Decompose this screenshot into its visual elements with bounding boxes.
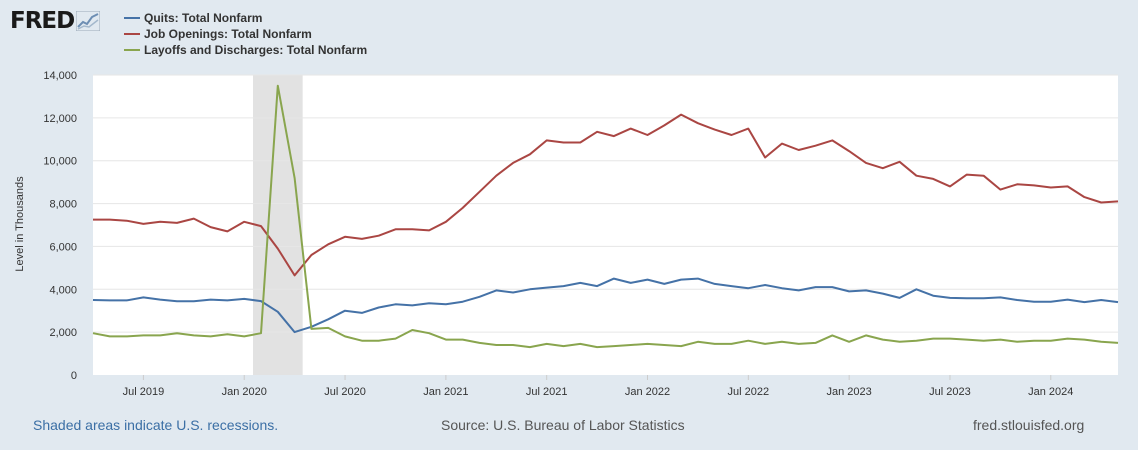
- y-tick-label: 14,000: [43, 70, 77, 82]
- site-url[interactable]: fred.stlouisfed.org: [973, 417, 1085, 433]
- y-tick-label: 10,000: [43, 156, 77, 168]
- recession-note-link[interactable]: Shaded areas indicate U.S. recessions.: [33, 417, 279, 433]
- line-chart-icon: [76, 11, 101, 31]
- legend-item[interactable]: Quits: Total Nonfarm: [124, 10, 367, 26]
- x-tick-label: Jan 2020: [222, 386, 267, 398]
- y-tick-label: 4,000: [49, 284, 77, 296]
- series-line-2[interactable]: [92, 84, 1119, 349]
- chart-legend: Quits: Total Nonfarm Job Openings: Total…: [124, 10, 367, 58]
- legend-swatch-layoffs: [124, 49, 140, 51]
- legend-swatch-job-openings: [124, 33, 140, 35]
- fred-logo[interactable]: FRED: [10, 6, 101, 36]
- legend-swatch-quits: [124, 17, 140, 19]
- x-tick-label: Jan 2023: [827, 386, 872, 398]
- legend-item[interactable]: Layoffs and Discharges: Total Nonfarm: [124, 42, 367, 58]
- x-tick-label: Jul 2019: [123, 386, 165, 398]
- y-tick-label: 6,000: [49, 241, 77, 253]
- y-tick-label: 8,000: [49, 199, 77, 211]
- legend-label: Layoffs and Discharges: Total Nonfarm: [144, 43, 368, 57]
- plot-area: [93, 75, 1118, 375]
- series-line-1[interactable]: [93, 113, 1119, 277]
- y-tick-label: 12,000: [43, 113, 77, 125]
- y-tick-label: 0: [71, 370, 77, 382]
- legend-item[interactable]: Job Openings: Total Nonfarm: [124, 26, 367, 42]
- x-tick-label: Jan 2022: [625, 386, 670, 398]
- x-tick-label: Jan 2021: [423, 386, 468, 398]
- legend-label: Job Openings: Total Nonfarm: [144, 27, 312, 41]
- x-tick-label: Jul 2021: [526, 386, 568, 398]
- x-tick-label: Jul 2023: [929, 386, 971, 398]
- y-tick-label: 2,000: [49, 327, 77, 339]
- x-tick-label: Jul 2022: [728, 386, 770, 398]
- source-note: Source: U.S. Bureau of Labor Statistics: [441, 417, 685, 433]
- y-axis-title: Level in Thousands: [14, 176, 26, 272]
- line-chart: 02,0004,0006,0008,00010,00012,00014,000 …: [14, 70, 1119, 398]
- x-tick-label: Jul 2020: [324, 386, 366, 398]
- x-tick-label: Jan 2024: [1028, 386, 1073, 398]
- legend-label: Quits: Total Nonfarm: [144, 11, 263, 25]
- fred-logo-text: FRED: [10, 8, 75, 34]
